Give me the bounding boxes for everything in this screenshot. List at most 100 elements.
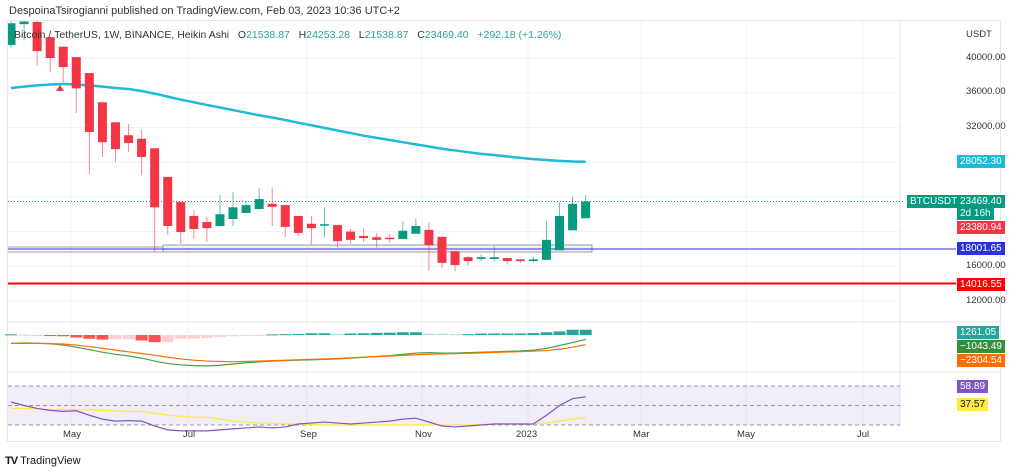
signal-label: −2304.54 [957,354,1005,367]
candle [541,220,551,260]
candle [385,234,395,243]
macd-histogram-bar [409,332,422,335]
macd-histogram-bar [331,333,344,335]
macd-histogram-bar [514,333,527,335]
candle [228,192,238,226]
close-label: C [417,29,425,41]
signal-line [11,342,586,363]
candle [137,130,147,176]
open-label: O [237,29,247,41]
macd-histogram-bar [83,335,96,339]
candle-body [280,205,290,227]
macd-histogram-bar [357,333,370,335]
candle-body [58,46,68,68]
moving-average-line [10,82,586,163]
candle [372,232,382,248]
open-value: 21538.87 [246,29,290,41]
macd-histogram-bar [501,333,514,335]
high-value: 24253.28 [306,29,351,41]
candle [568,196,578,231]
candle [110,122,120,163]
change-value: +292.18 (+1.26%) [477,29,562,41]
macd-histogram-bar [5,334,17,336]
candle-body [372,237,382,240]
price-tick: 40000.00 [966,52,1006,63]
time-tick: Sep [300,429,317,440]
macd-histogram-label: 1261.05 [957,326,1000,339]
candle [450,251,460,272]
macd-histogram-bar [553,331,566,335]
macd-histogram-bar [227,335,240,337]
macd-histogram-bar [383,332,396,335]
candle-body [8,23,16,45]
candle-body [189,215,199,229]
macd-histogram-bar [449,334,462,336]
candle-body [319,224,329,226]
candle-body [568,203,578,231]
time-tick: May [63,429,81,440]
candle [424,222,434,272]
time-tick: May [737,429,755,440]
candle [267,187,277,226]
candle [333,225,342,248]
macd-histogram-bar [213,335,226,338]
macd-histogram-bar [200,335,213,338]
candle-body [241,205,251,213]
candle [84,73,94,174]
macd-histogram-bar [435,333,448,335]
candle [241,201,251,213]
macd-histogram-bar [148,335,161,343]
macd-histogram-bar [305,333,318,335]
candle [215,195,225,227]
candle [176,202,186,244]
tv-logo-icon: TV [5,455,18,467]
macd-histogram-bar [540,332,553,335]
signal-triangle-icon [56,85,64,91]
candle [555,202,565,251]
candle-body [306,223,316,229]
candle-body [254,199,264,210]
time-tick: Nov [415,429,432,440]
candle-body [124,135,134,144]
ma-price-label: 28052.30 [957,155,1005,168]
candle [528,256,538,262]
tradingview-logo[interactable]: TV TradingView [5,455,81,467]
candle-body [293,215,303,233]
candle-body [515,259,525,262]
candle-body [424,229,434,246]
candle [19,21,29,41]
macd-histogram-bar [187,335,200,339]
macd-histogram-bar [279,334,292,336]
macd-histogram-bar [579,329,592,335]
candle-body [215,214,225,226]
time-tick: Mar [633,429,650,440]
candle [411,218,421,234]
macd-histogram-bar [462,334,475,336]
candle [163,176,173,236]
candle [58,46,68,83]
low-label: L [358,29,365,41]
candle-body [267,203,277,207]
candle-body [359,235,369,239]
candle-body [398,230,408,239]
currency-label: USDT [966,29,992,40]
symbol-name[interactable]: Bitcoin / TetherUS, 1W, BINANCE, Heikin … [14,29,230,41]
candle-body [528,259,538,262]
candle-body [437,236,447,263]
time-tick: Jul [183,429,196,440]
candle [32,21,42,66]
candle [319,207,329,238]
candle [202,216,212,243]
publisher-caption: DespoinaTsirogianni published on Trading… [9,5,400,17]
candle [97,102,107,157]
rsi-line [10,396,586,432]
candle [293,215,303,236]
macd-label: −1043.49 [957,340,1005,353]
macd-histogram-bar [44,335,57,336]
candle [124,123,134,152]
candle-body [346,231,356,240]
blue-line-label: 18001.65 [957,242,1005,255]
macd-histogram-bar [344,333,357,335]
macd-histogram-bar [422,333,435,335]
